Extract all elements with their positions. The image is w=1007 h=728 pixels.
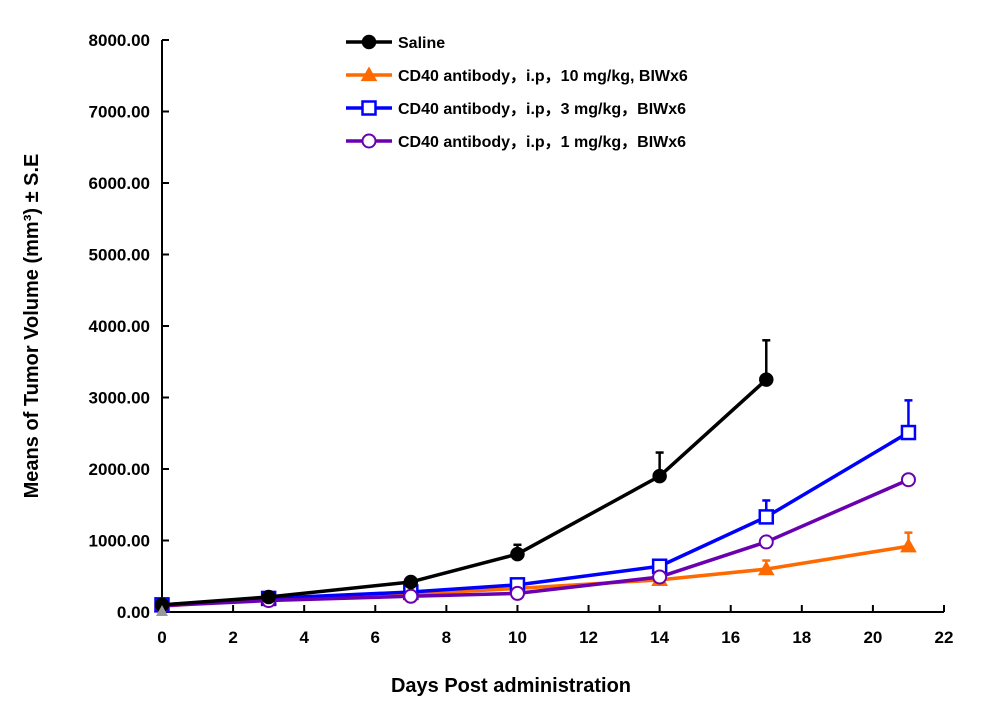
y-tick-label: 8000.00 (89, 31, 150, 50)
x-tick-label: 16 (721, 628, 740, 647)
axes (161, 39, 945, 613)
x-axis-title: Days Post administration (391, 675, 631, 697)
data-point (758, 509, 775, 525)
x-tick-label: 14 (650, 628, 669, 647)
legend-marker (361, 34, 377, 50)
x-tick-label: 8 (442, 628, 451, 647)
data-point (900, 424, 917, 441)
data-point (509, 585, 525, 601)
y-tick-label: 1000.00 (89, 532, 150, 551)
y-tick-label: 5000.00 (89, 246, 150, 265)
data-point (652, 468, 667, 484)
series-line (161, 431, 910, 607)
x-tick-label: 20 (863, 628, 882, 647)
series-0 (154, 339, 774, 613)
series-line (161, 378, 768, 607)
data-point (403, 574, 419, 590)
y-axis-title: Means of Tumor Volume (mm³) ± S.E (21, 154, 43, 499)
x-tick-label: 0 (157, 628, 166, 647)
data-point (403, 588, 419, 604)
y-tick-label: 4000.00 (89, 317, 150, 336)
legend-item-1: CD40 antibody，i.p，10 mg/kg, BIWx6 (346, 66, 688, 85)
x-tick-label: 18 (792, 628, 811, 647)
tick-labels: 0.00 1000.00 2000.00 3000.00 4000.00 5000.00 6… (89, 31, 954, 647)
x-tick-label: 2 (228, 628, 237, 647)
legend-label: CD40 antibody，i.p，10 mg/kg, BIWx6 (398, 68, 688, 85)
series-2 (154, 399, 917, 613)
data-point (900, 537, 917, 553)
legend-label: CD40 antibody，i.p，3 mg/kg，BIWx6 (398, 101, 686, 118)
legend-label: Saline (398, 35, 445, 52)
data-point (510, 546, 525, 562)
x-tick-label: 6 (371, 628, 380, 647)
origin-marker (156, 605, 168, 616)
x-tick-label: 12 (579, 628, 598, 647)
legend-marker (361, 133, 377, 149)
data-point (261, 589, 276, 605)
x-tick-label: 4 (299, 628, 309, 647)
x-tick-label: 22 (935, 628, 954, 647)
x-tick-label: 10 (508, 628, 527, 647)
data-point (757, 560, 775, 576)
legend-item-2: CD40 antibody，i.p，3 mg/kg，BIWx6 (346, 100, 686, 118)
legend: Saline CD40 antibody，i.p，10 mg/kg, BIWx6 C… (346, 34, 688, 151)
y-tick-label: 7000.00 (89, 103, 150, 122)
y-tick-label: 0.00 (117, 603, 150, 622)
legend-marker (361, 100, 377, 116)
plot-area (153, 339, 917, 616)
legend-label: CD40 antibody，i.p，1 mg/kg，BIWx6 (398, 134, 686, 151)
legend-item-0: Saline (346, 34, 445, 52)
data-point (652, 569, 668, 585)
y-tick-label: 3000.00 (89, 389, 150, 408)
data-point (758, 534, 774, 550)
legend-item-3: CD40 antibody，i.p，1 mg/kg，BIWx6 (346, 133, 686, 151)
y-tick-label: 6000.00 (89, 174, 150, 193)
legend-marker (360, 66, 378, 82)
data-point (900, 472, 916, 488)
y-tick-label: 2000.00 (89, 460, 150, 479)
data-point (759, 372, 774, 387)
